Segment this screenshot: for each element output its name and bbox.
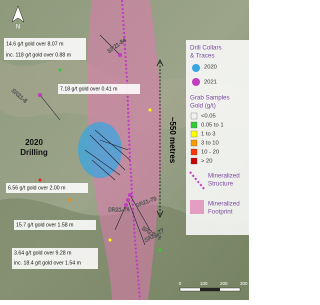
result-label: 14.6 g/t gold over 8.07 m <box>6 41 63 47</box>
legend-title: Gold (g/t) <box>190 103 216 110</box>
scale-bar <box>200 288 220 291</box>
collars-2021 <box>38 53 132 207</box>
result-label: 7.18 g/t gold over 0.41 m <box>60 86 117 92</box>
legend-item: Mineralized <box>208 201 240 208</box>
result-label: 6.56 g/t gold over 2.00 m <box>8 185 65 191</box>
legend-item: 0.05 to 1 <box>201 123 224 129</box>
legend-item: > 20 <box>201 159 212 165</box>
legend-symbol <box>192 78 200 86</box>
legend-item: 2021 <box>204 80 217 86</box>
legend-symbol <box>190 148 198 156</box>
legend-item: 3 to 10 <box>201 141 219 147</box>
north-label: N <box>16 25 20 31</box>
legend-title: Drill Collars <box>190 45 222 52</box>
legend-symbol <box>190 200 204 214</box>
legend-symbol <box>190 112 198 120</box>
map: ~550 metres N 14.6 g/t gold over 8.07 m … <box>0 0 249 301</box>
label-box <box>58 84 140 94</box>
legend-item: <0.05 <box>201 114 216 120</box>
label-box <box>12 248 98 269</box>
hole-label: SR21-78 <box>108 207 130 213</box>
mineralized-footprint <box>87 0 162 300</box>
label-box <box>4 38 86 60</box>
legend-symbol <box>190 121 198 129</box>
distance-label: ~550 metres <box>168 117 177 164</box>
drilling-label: 2020 <box>25 138 43 147</box>
legend-item: 10 - 20 <box>201 150 219 156</box>
legend-item: 2020 <box>204 65 217 71</box>
result-label: 3.64 g/t gold over 9.28 m <box>14 250 71 256</box>
north-arrow <box>11 5 25 23</box>
legend-symbol <box>190 157 198 165</box>
result-label: inc. 18.4 g/t gold over 1.54 m <box>14 260 81 266</box>
scale-label: 300 metres <box>240 281 249 286</box>
drill-traces <box>39 34 151 246</box>
scale-label: 200 <box>220 281 228 286</box>
legend-item: Footprint <box>208 209 233 216</box>
legend-title: Grab Samples <box>190 95 230 102</box>
legend-grab: <0.05 0.05 to 1 1 to 3 3 to 10 10 - 20 > 20 <box>190 112 224 165</box>
scale-label: 100 <box>200 281 208 286</box>
legend-symbol <box>192 64 200 72</box>
legend-symbol <box>190 130 198 138</box>
legend-title: & Traces <box>190 53 214 60</box>
label-box <box>14 220 96 230</box>
legend-item: Structure <box>208 181 234 188</box>
legend-item: 1 to 3 <box>201 132 216 138</box>
label-box <box>6 183 88 193</box>
scale-label: 0 <box>179 281 182 286</box>
legend-item: Mineralized <box>208 173 240 180</box>
legend-symbol <box>190 139 198 147</box>
drill-cluster-2020 <box>78 122 122 178</box>
grab-samples <box>38 68 162 252</box>
drilling-label: Drilling <box>20 148 48 157</box>
result-label: inc. 118 g/t gold over 0.88 m <box>6 52 71 58</box>
arrow-heads <box>156 59 164 218</box>
result-label: 15.7 g/t gold over 1.58 m <box>16 222 73 228</box>
